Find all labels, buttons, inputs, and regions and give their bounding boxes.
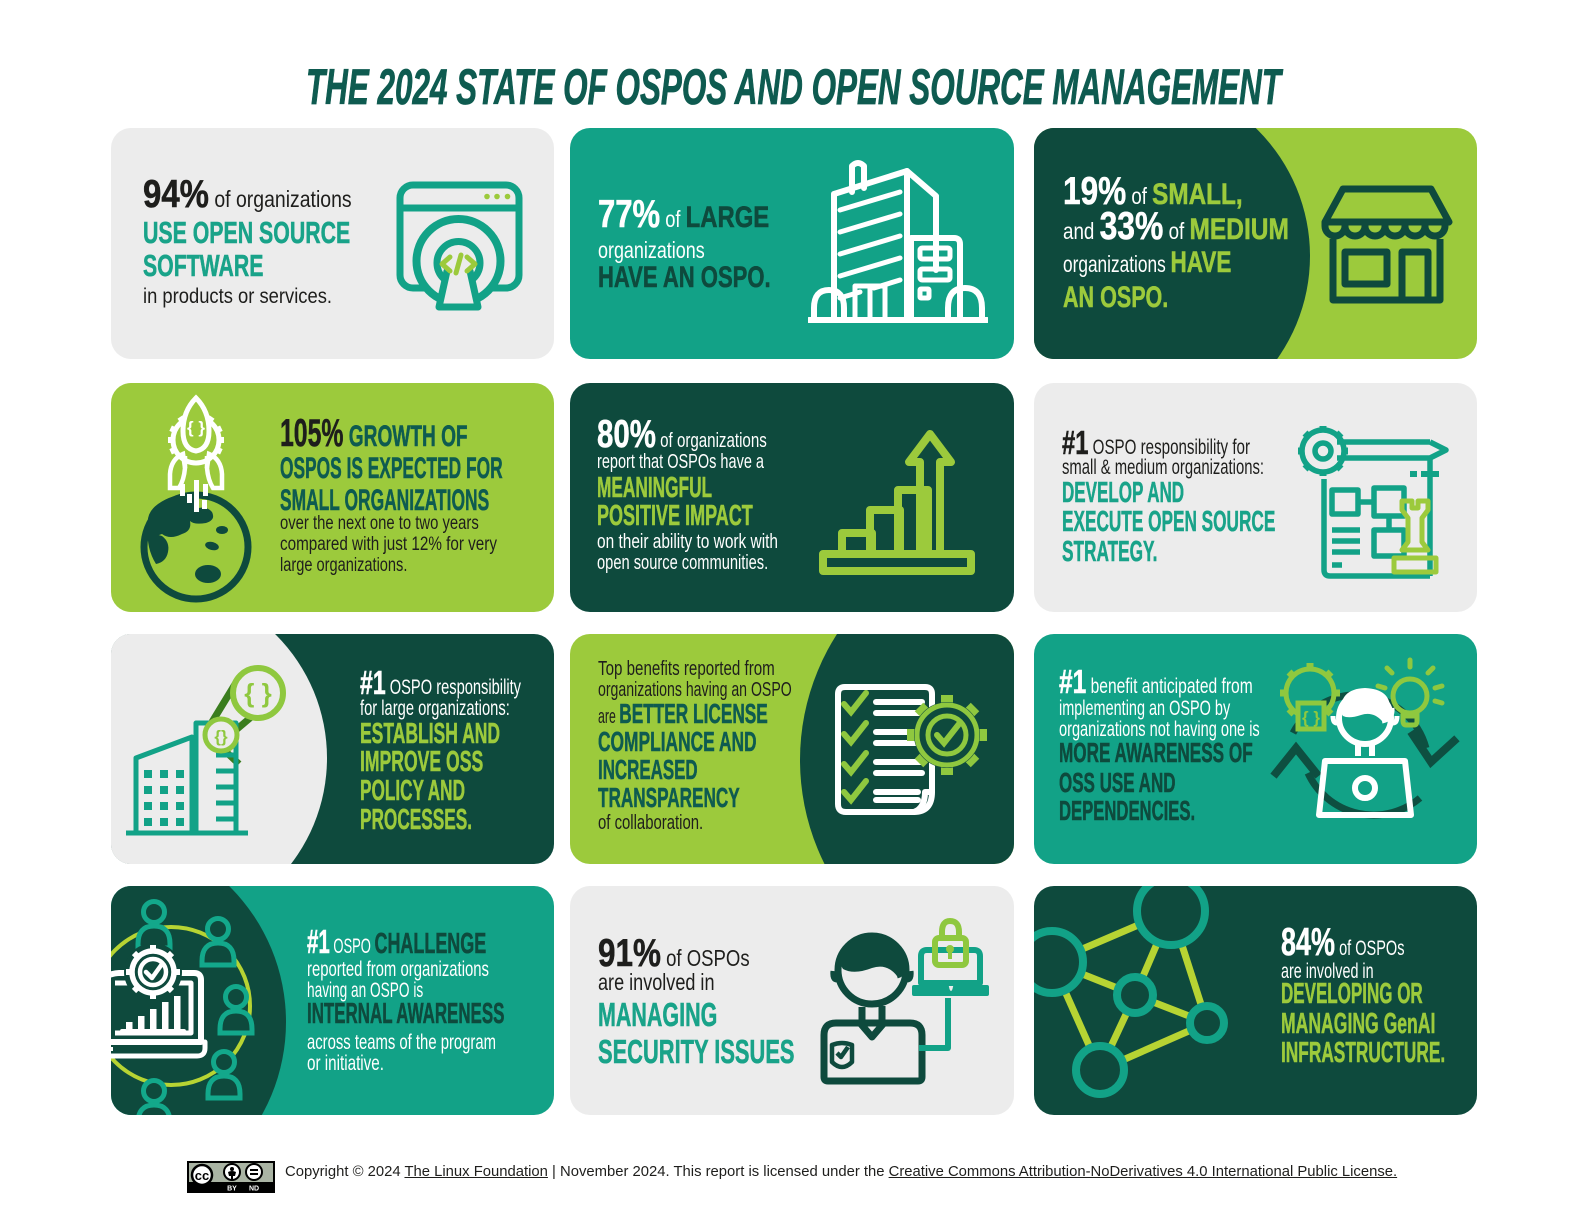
svg-text:{}: {} <box>214 727 228 746</box>
svg-text:BY: BY <box>227 1186 237 1193</box>
svg-text:cc: cc <box>195 1168 209 1183</box>
svg-text:{ }: { } <box>187 418 205 437</box>
svg-text:ND: ND <box>249 1186 259 1193</box>
svg-text:{ }: { } <box>244 678 271 708</box>
svg-text:{ }: { } <box>1302 708 1320 727</box>
